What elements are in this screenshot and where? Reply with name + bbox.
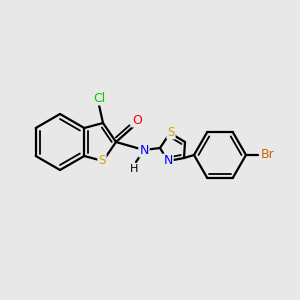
Text: N: N — [139, 143, 149, 157]
Text: S: S — [167, 125, 175, 139]
Text: S: S — [98, 154, 106, 167]
Text: N: N — [163, 154, 173, 167]
Text: Cl: Cl — [93, 92, 105, 104]
Text: H: H — [130, 164, 138, 174]
Text: O: O — [132, 113, 142, 127]
Text: Br: Br — [261, 148, 275, 161]
